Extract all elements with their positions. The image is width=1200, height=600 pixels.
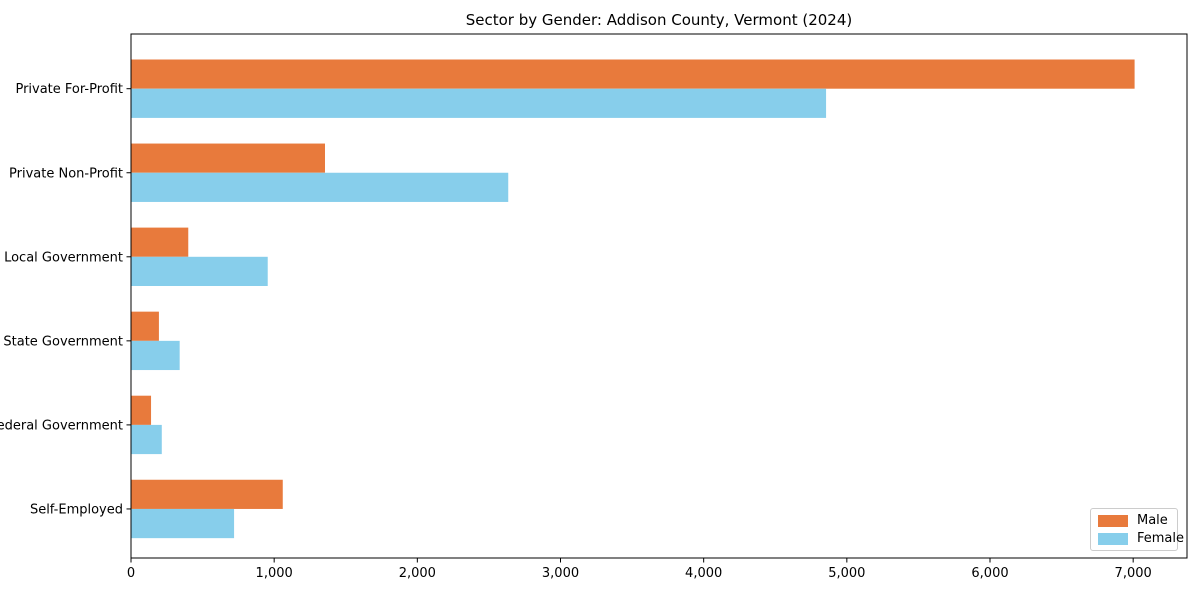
bar-female-self-employed [131, 508, 235, 539]
legend-label-female: Female [1137, 530, 1185, 546]
bar-female-state-government [131, 340, 180, 371]
x-tick-label-7000: 7,000 [1115, 566, 1152, 581]
x-tick-label-1000: 1,000 [256, 566, 293, 581]
x-tick-label-4000: 4,000 [685, 566, 722, 581]
y-tick-label-local-government: Local Government [4, 250, 123, 265]
y-tick-label-private-non-profit: Private Non-Profit [9, 166, 123, 181]
bar-male-local-government [131, 227, 189, 257]
y-tick-label-self-employed: Self-Employed [30, 502, 123, 517]
legend-swatch-male [1098, 514, 1128, 527]
bar-male-private-non-profit [131, 143, 325, 173]
x-tick-label-6000: 6,000 [971, 566, 1008, 581]
legend-item-female: Female [1098, 531, 1184, 546]
bar-female-private-non-profit [131, 172, 509, 202]
bar-male-private-for-profit [131, 59, 1135, 89]
plot-frame [130, 33, 1188, 559]
y-tick-label-private-for-profit: Private For-Profit [15, 82, 123, 97]
y-tick-label-state-government: State Government [3, 334, 123, 349]
bar-male-federal-government [131, 395, 152, 425]
legend: Male Female [1090, 508, 1184, 551]
y-tick-label-federal-government: Federal Government [0, 418, 123, 433]
x-tick-label-2000: 2,000 [399, 566, 436, 581]
x-tick-label-5000: 5,000 [828, 566, 865, 581]
legend-label-male: Male [1137, 512, 1168, 528]
bar-male-state-government [131, 311, 159, 341]
x-tick-label-0: 0 [127, 566, 135, 581]
chart-title: Sector by Gender: Addison County, Vermon… [465, 11, 853, 29]
legend-swatch-female [1098, 532, 1128, 545]
legend-item-male: Male [1098, 512, 1170, 528]
bar-female-private-for-profit [131, 88, 827, 118]
bar-female-federal-government [131, 424, 162, 455]
bar-male-self-employed [131, 479, 283, 509]
x-tick-label-3000: 3,000 [542, 566, 579, 581]
bar-female-local-government [131, 256, 268, 286]
